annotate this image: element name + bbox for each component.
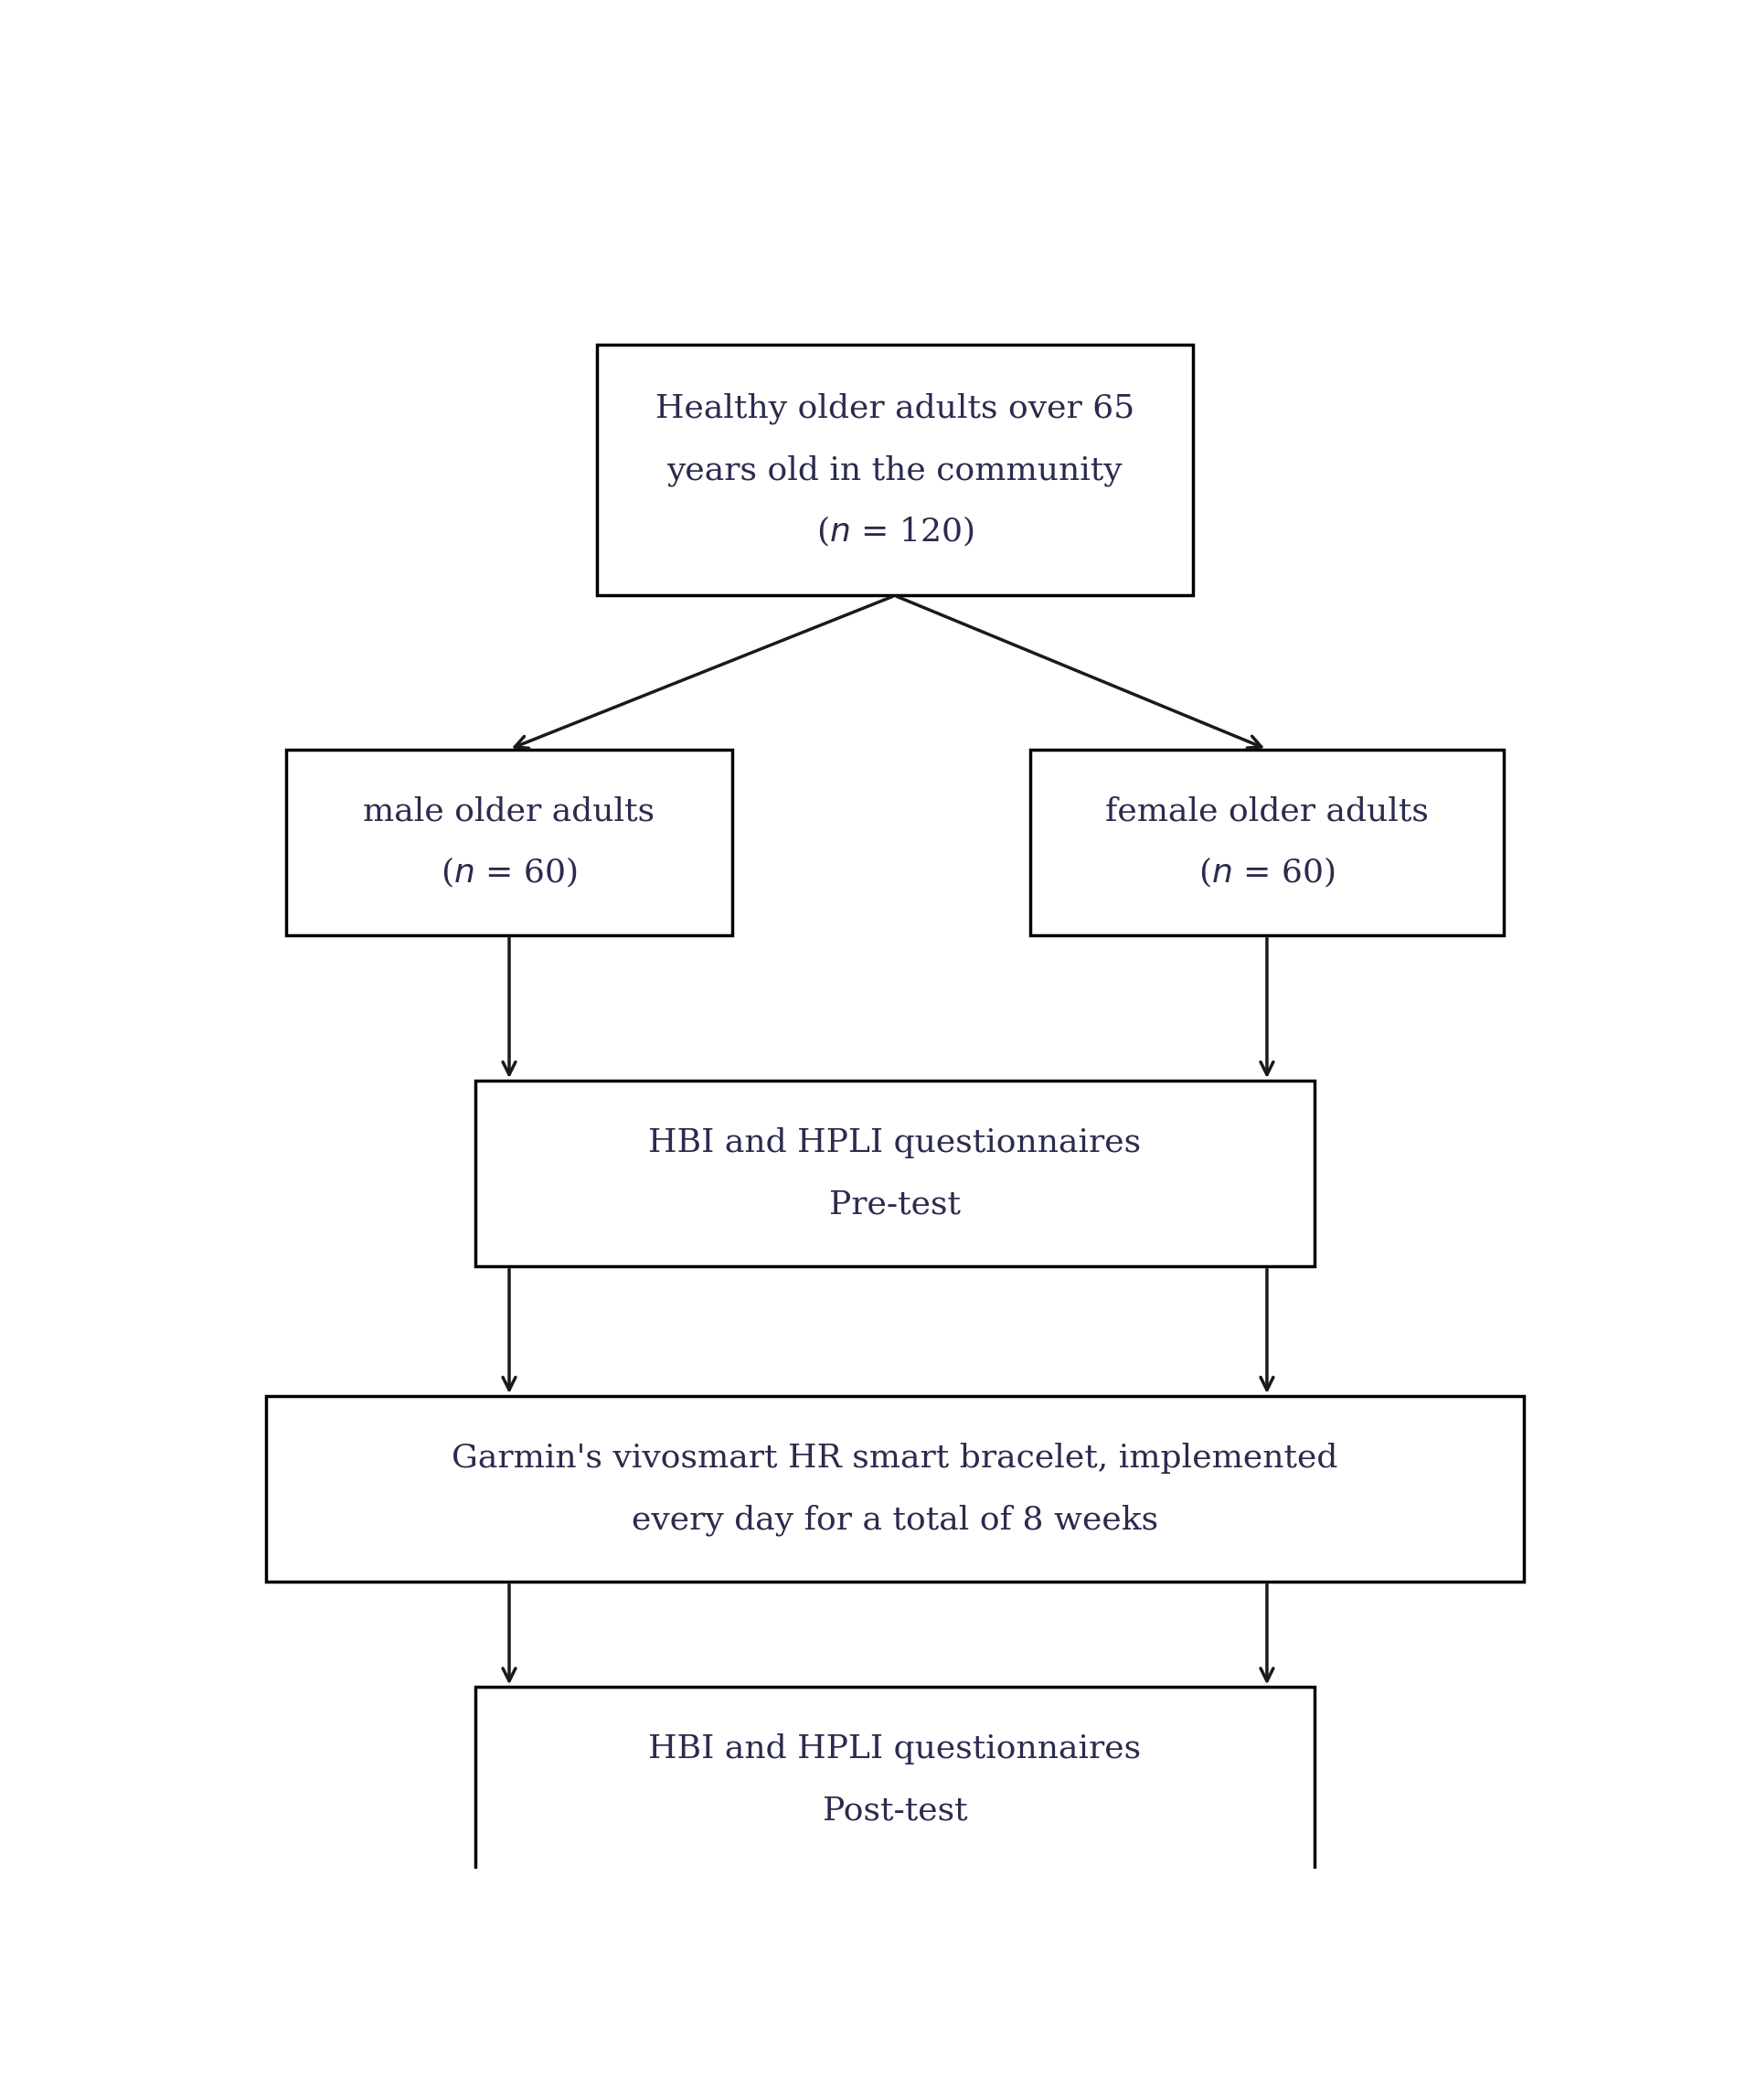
Text: ($\it{n}$ = 120): ($\it{n}$ = 120): [815, 514, 974, 548]
Text: Healthy older adults over 65: Healthy older adults over 65: [655, 393, 1135, 424]
Text: years old in the community: years old in the community: [667, 454, 1123, 485]
FancyBboxPatch shape: [265, 1397, 1524, 1581]
Text: every day for a total of 8 weeks: every day for a total of 8 weeks: [632, 1504, 1158, 1535]
Text: Pre-test: Pre-test: [829, 1189, 960, 1220]
FancyBboxPatch shape: [597, 344, 1193, 596]
FancyBboxPatch shape: [286, 750, 733, 935]
FancyBboxPatch shape: [475, 1082, 1315, 1266]
Text: female older adults: female older adults: [1105, 796, 1428, 827]
Text: HBI and HPLI questionnaires: HBI and HPLI questionnaires: [648, 1735, 1142, 1764]
Text: ($\it{n}$ = 60): ($\it{n}$ = 60): [442, 857, 578, 890]
Text: male older adults: male older adults: [363, 796, 655, 827]
Text: ($\it{n}$ = 60): ($\it{n}$ = 60): [1200, 857, 1336, 890]
FancyBboxPatch shape: [475, 1686, 1315, 1873]
Text: Post-test: Post-test: [822, 1796, 967, 1827]
Text: Garmin's vivosmart HR smart bracelet, implemented: Garmin's vivosmart HR smart bracelet, im…: [452, 1443, 1337, 1474]
Text: HBI and HPLI questionnaires: HBI and HPLI questionnaires: [648, 1128, 1142, 1159]
FancyBboxPatch shape: [1030, 750, 1503, 935]
